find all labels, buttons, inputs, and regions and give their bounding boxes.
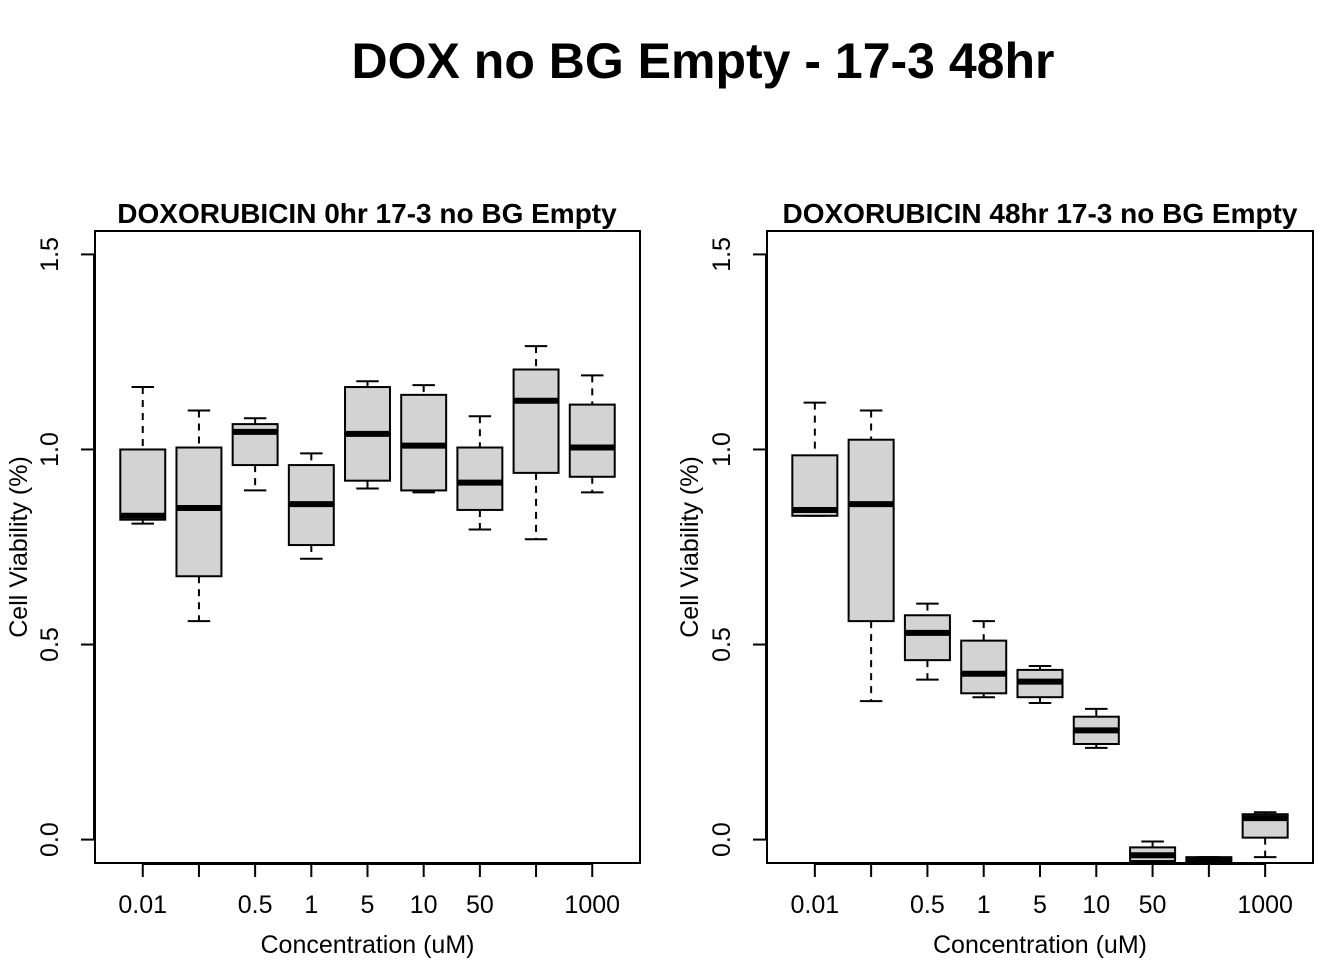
x-axis-label: Concentration (uM) [933, 931, 1147, 959]
y-axis-label: Cell Viability (%) [676, 456, 704, 638]
iqr-box [568, 403, 616, 478]
iqr-box [903, 614, 951, 662]
x-tick-label: 0.01 [118, 891, 167, 919]
box-0 [791, 401, 839, 517]
x-tick-label: 5 [1033, 891, 1047, 919]
iqr-box [791, 454, 839, 517]
x-tick-label: 1000 [564, 891, 620, 919]
x-tick-label: 1 [977, 891, 991, 919]
box-8 [568, 374, 616, 494]
box-1 [847, 409, 895, 703]
x-tick-label: 0.5 [238, 891, 273, 919]
y-tick-label: 1.5 [708, 237, 736, 272]
panel-title: DOXORUBICIN 48hr 17-3 no BG Empty [783, 198, 1298, 229]
x-tick-label: 1 [304, 891, 318, 919]
x-axis: 0.01 0.5 1 5 10 50 1000 Concentration (uM) [118, 863, 620, 959]
iqr-box [512, 368, 560, 474]
box-4 [1016, 664, 1064, 705]
box-8 [1241, 811, 1289, 859]
y-axis-label: Cell Viability (%) [5, 456, 33, 638]
x-tick-label: 50 [1139, 891, 1167, 919]
box-6 [1129, 840, 1177, 864]
figure-title: DOX no BG Empty - 17-3 48hr [351, 33, 1055, 89]
box-4 [344, 380, 391, 490]
y-tick-label: 0.0 [708, 822, 736, 857]
x-tick-label: 10 [410, 891, 438, 919]
box-2 [231, 417, 279, 492]
iqr-box [847, 438, 895, 623]
x-tick-label: 0.01 [791, 891, 840, 919]
box-3 [960, 620, 1008, 699]
x-tick-label: 5 [361, 891, 375, 919]
box-5 [1072, 707, 1120, 749]
x-tick-label: 1000 [1237, 891, 1293, 919]
x-axis-label: Concentration (uM) [261, 931, 475, 959]
y-tick-label: 0.0 [36, 822, 64, 857]
y-tick-label: 1.5 [36, 237, 64, 272]
box-6 [456, 415, 504, 531]
x-axis: 0.01 0.5 1 5 10 50 1000 Concentration (uM) [791, 863, 1293, 959]
y-tick-label: 1.0 [708, 432, 736, 467]
x-tick-label: 50 [466, 891, 494, 919]
iqr-box [456, 446, 504, 511]
iqr-box [119, 448, 167, 521]
panel-title: DOXORUBICIN 0hr 17-3 no BG Empty [117, 198, 617, 229]
box-3 [287, 452, 335, 560]
right-boxplot-panel: DOXORUBICIN 48hr 17-3 no BG Empty 0.0 0.5 1… [676, 198, 1314, 959]
left-boxplot-panel: DOXORUBICIN 0hr 17-3 no BG Empty 0.0 0.5 1.… [5, 198, 641, 959]
y-tick-label: 1.0 [36, 432, 64, 467]
box-5 [400, 384, 448, 494]
box-0 [119, 386, 167, 525]
x-tick-label: 0.5 [910, 891, 945, 919]
y-tick-label: 0.5 [708, 627, 736, 662]
y-axis: 0.0 0.5 1.0 1.5 Cell Viability (%) [5, 237, 95, 857]
iqr-box [960, 639, 1008, 695]
y-tick-label: 0.5 [36, 627, 64, 662]
box-2 [903, 602, 951, 681]
x-tick-label: 10 [1082, 891, 1110, 919]
box-7 [512, 345, 560, 541]
iqr-box [175, 446, 223, 578]
box-1 [175, 409, 223, 623]
box-7 [1185, 856, 1233, 865]
y-axis: 0.0 0.5 1.0 1.5 Cell Viability (%) [676, 237, 767, 857]
